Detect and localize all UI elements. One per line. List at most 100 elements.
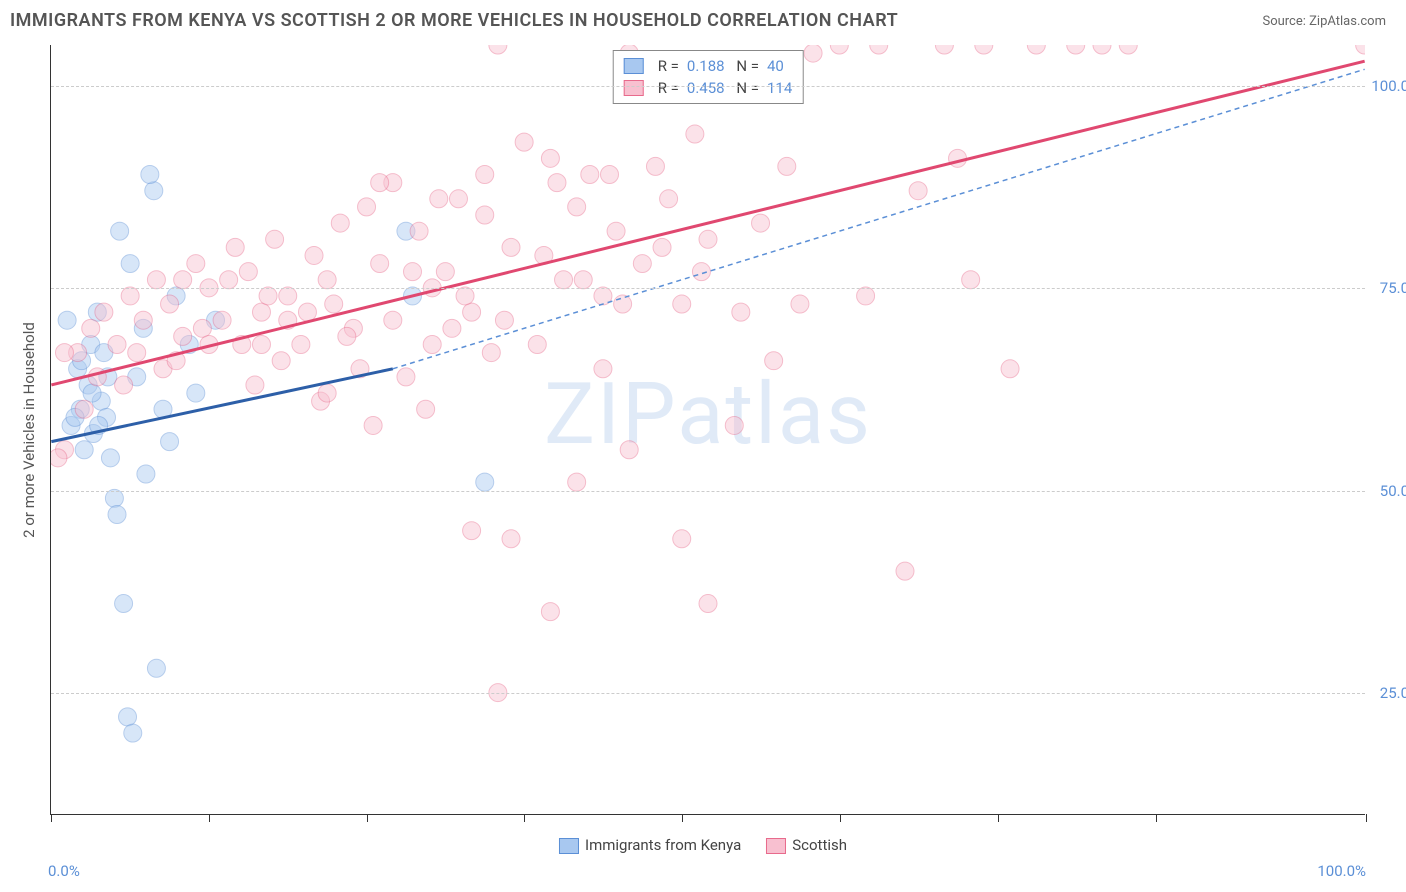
scatter-point [137,465,155,483]
n-value: 114 [767,77,792,99]
scatter-point [1067,45,1085,54]
scatter-point [673,295,691,313]
scatter-point [404,287,422,305]
x-tick [524,814,525,822]
scatter-point [384,311,402,329]
scatter-point [167,352,185,370]
scatter-point [305,246,323,264]
scatter-point [430,190,448,208]
gridline-h [51,86,1365,87]
scatter-point [404,263,422,281]
legend-item: Scottish [766,836,847,854]
scatter-point [312,392,330,410]
scatter-point [581,166,599,184]
chart-title: IMMIGRANTS FROM KENYA VS SCOTTISH 2 OR M… [10,10,898,31]
scatter-point [145,182,163,200]
scatter-point [371,255,389,273]
scatter-point [515,133,533,151]
scatter-point [82,319,100,337]
r-label: R = [658,77,679,99]
x-tick-label-min: 0.0% [48,862,80,880]
scatter-point [502,530,520,548]
scatter-point [90,416,108,434]
gridline-h [51,288,1365,289]
scatter-point [1001,360,1019,378]
x-tick [998,814,999,822]
scatter-point [187,255,205,273]
scatter-point [92,392,110,410]
scatter-point [423,336,441,354]
scatter-point [226,238,244,256]
scatter-point [463,522,481,540]
scatter-point [476,473,494,491]
series-legend: Immigrants from Kenya Scottish [559,836,847,854]
scatter-point [1356,45,1365,54]
scatter-point [568,198,586,216]
scatter-point [384,174,402,192]
scatter-point [108,336,126,354]
scatter-point [482,344,500,362]
scatter-point [98,408,116,426]
scatter-point [99,368,117,386]
scatter-point [555,271,573,289]
scatter-point [233,336,251,354]
scatter-point [870,45,888,54]
scatter-point [73,352,91,370]
scatter-point [128,344,146,362]
scatter-point [614,295,632,313]
scatter-point [673,530,691,548]
scatter-point [699,595,717,613]
scatter-point [935,45,953,54]
scatter-point [535,246,553,264]
scatter-point [443,319,461,337]
scatter-point [495,311,513,329]
plot-area: ZIPatlas R = 0.188 N = 40 R = 0.458 N = … [50,45,1365,815]
x-tick [682,814,683,822]
legend-label: Scottish [792,836,847,854]
scatter-point [252,303,270,321]
scatter-point [66,408,84,426]
scatter-point [660,190,678,208]
scatter-point [528,336,546,354]
n-label: N = [733,55,759,77]
scatter-point [601,166,619,184]
scatter-point [105,489,123,507]
scatter-point [489,45,507,54]
scatter-point [830,45,848,54]
scatter-point [410,222,428,240]
scatter-point [752,214,770,232]
scatter-point [476,166,494,184]
scatter-point [207,311,225,329]
scatter-point [84,425,102,443]
scatter-point [180,336,198,354]
scatter-point [541,149,559,167]
scatter-point [1119,45,1137,54]
scatter-point [449,190,467,208]
scatter-point [574,271,592,289]
scatter-point [686,125,704,143]
scatter-point [161,433,179,451]
scatter-point [121,255,139,273]
scatter-point [193,319,211,337]
scatter-point [55,344,73,362]
scatter-point [962,271,980,289]
legend-label: Immigrants from Kenya [585,836,741,854]
trend-line [51,369,392,442]
scatter-point [725,416,743,434]
scatter-point [134,319,152,337]
scatter-point [502,238,520,256]
scatter-point [200,336,218,354]
trend-line-dashed [393,69,1365,369]
scatter-point [246,376,264,394]
scatter-point [167,287,185,305]
r-label: R = [658,55,679,77]
scatter-point [975,45,993,54]
scatter-point [75,441,93,459]
scatter-point [279,311,297,329]
scatter-point [95,303,113,321]
gridline-h [51,491,1365,492]
x-tick [209,814,210,822]
y-tick-label: 100.0% [1371,77,1406,95]
scatter-point [141,166,159,184]
scatter-point [88,368,106,386]
